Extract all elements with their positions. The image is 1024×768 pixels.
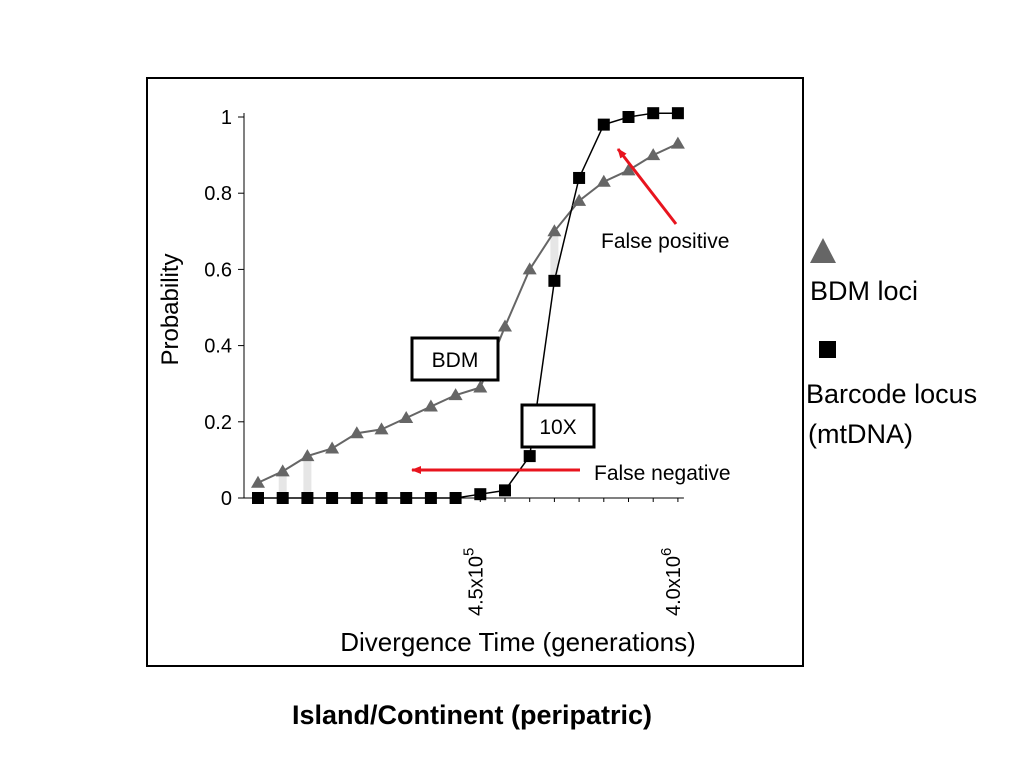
barcode-point [573, 171, 586, 184]
false-positive-arrow [616, 148, 678, 225]
legend-bdm-triangle [810, 238, 836, 263]
barcode-point [301, 492, 314, 504]
barcode-point [252, 492, 264, 504]
barcode-point [597, 118, 610, 131]
barcode-point [474, 488, 487, 501]
bdm-point [547, 224, 562, 237]
tenx-label-box [520, 403, 596, 449]
bdm-point [670, 136, 685, 149]
y-tick-label: 0.6 [204, 259, 232, 281]
x-tick-label-exponent: 5 [460, 548, 477, 556]
y-tick-label: 0.4 [204, 336, 232, 358]
y-axis-title: Probability [157, 253, 184, 365]
x-tick-label-group: 4.0x106 [658, 548, 685, 616]
barcode-point [424, 492, 437, 504]
bdm-point [522, 262, 537, 275]
x-tick-label-base: 4.0x10 [663, 556, 685, 616]
legend-bdm-label: BDM loci [810, 276, 919, 306]
legend-barcode-square [819, 341, 836, 358]
x-tick-label-exponent: 6 [658, 548, 675, 556]
figure-caption: Island/Continent (peripatric) [291, 700, 653, 730]
barcode-point [671, 107, 684, 120]
bdm-point [596, 174, 611, 187]
bdm-point [473, 380, 488, 393]
chart-frame: 0 0.2 0.4 0.6 0.8 1 4.5x105 4.0x106 Divergence T… [146, 77, 804, 667]
x-axis-title: Divergence Time (generations) [340, 627, 696, 657]
bdm-label-box [410, 336, 500, 382]
barcode-point [375, 492, 388, 504]
bdm-point [374, 422, 389, 435]
false-negative-label: False negative [594, 462, 731, 485]
y-tick-label: 0.2 [204, 412, 232, 434]
difference-bar [303, 456, 312, 498]
bdm-point [349, 426, 364, 439]
barcode-point [326, 492, 339, 504]
bdm-point [572, 193, 587, 206]
barcode-point [276, 492, 289, 504]
bdm-point [251, 475, 265, 488]
tenx-label-text: 10X [539, 416, 576, 439]
y-tick-label: 1 [221, 107, 232, 129]
barcode-point [548, 274, 561, 287]
bdm-point [275, 464, 290, 477]
bdm-point [646, 148, 661, 161]
bdm-label-text: BDM [432, 349, 479, 372]
bdm-point [498, 319, 512, 332]
x-tick-label: 4.0x106 [658, 548, 685, 616]
y-tick-label: 0.8 [204, 183, 232, 205]
bdm-point [300, 449, 315, 462]
barcode-series-line [258, 112, 678, 499]
barcode-point [499, 484, 511, 497]
barcode-point [400, 492, 413, 504]
barcode-point [523, 450, 536, 463]
y-axis-title-group: Probability [157, 253, 184, 365]
barcode-point [449, 492, 462, 504]
x-tick-label: 4.5x105 [460, 548, 487, 616]
y-tick-label: 0 [221, 488, 232, 510]
barcode-point [350, 492, 363, 504]
bdm-point [423, 399, 438, 412]
legend-barcode-label-line2: (mtDNA) [808, 419, 913, 449]
bdm-point [448, 388, 463, 401]
bdm-point [399, 410, 414, 423]
difference-bar [550, 231, 559, 281]
line-chart: 0 0.2 0.4 0.6 0.8 1 4.5x105 4.0x106 Divergence T… [157, 107, 731, 657]
bdm-point [325, 441, 340, 454]
barcode-point [647, 107, 660, 120]
false-positive-label: False positive [601, 230, 729, 253]
bdm-point [621, 163, 636, 176]
x-tick-label-base: 4.5x10 [465, 556, 487, 616]
bdm-series-line [257, 142, 679, 484]
x-tick-label-group: 4.5x105 [460, 548, 487, 616]
legend-barcode-label: Barcode locus [806, 379, 978, 409]
difference-bar [278, 471, 287, 498]
barcode-point [622, 111, 635, 123]
